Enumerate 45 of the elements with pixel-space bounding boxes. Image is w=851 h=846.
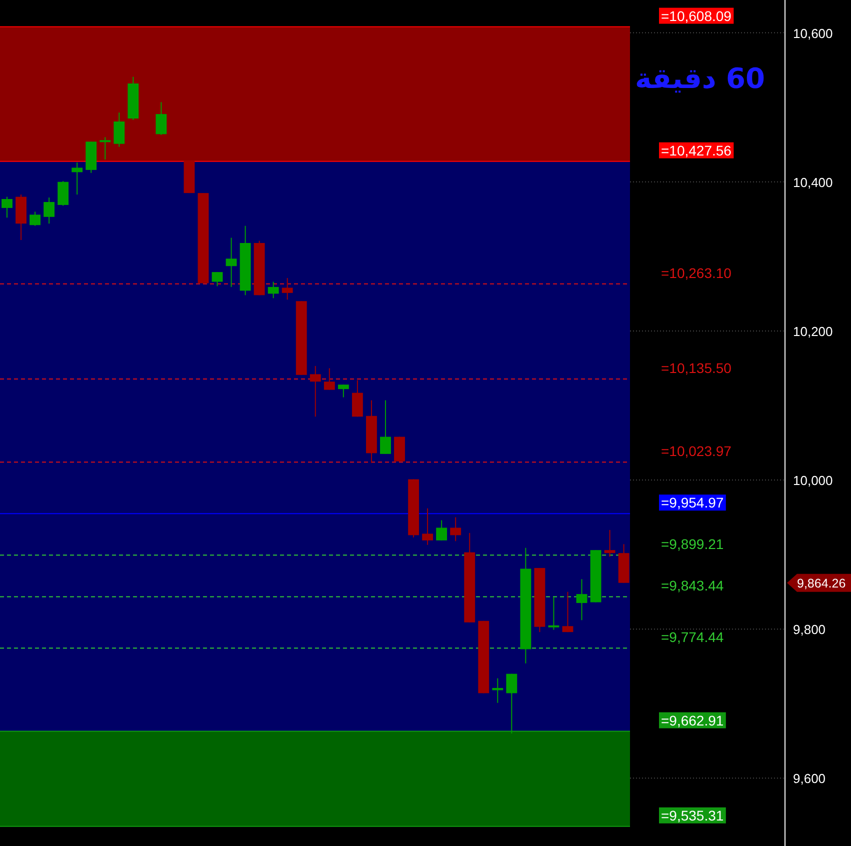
candlestick xyxy=(450,516,462,542)
y-tick-label: 10,600 xyxy=(793,26,833,41)
candlestick xyxy=(436,520,448,541)
text: 60 دقيقة xyxy=(635,62,765,95)
y-tick-label: 9,600 xyxy=(793,771,826,786)
candlestick xyxy=(310,365,321,418)
candlestick xyxy=(268,281,279,299)
ref-line-label: =10,427.56 xyxy=(661,142,732,158)
y-tick-label: 10,000 xyxy=(793,473,833,488)
text: 9,864.26 xyxy=(797,576,846,590)
candlestick xyxy=(212,272,223,287)
ref-line-label: =9,535.31 xyxy=(661,807,724,824)
ref-line-label: =9,954.97 xyxy=(661,494,724,511)
y-tick-label: 10,200 xyxy=(793,324,833,339)
ref-line-label: =10,135.50 xyxy=(661,360,732,376)
candlestick xyxy=(562,591,574,633)
candlestick xyxy=(548,596,560,630)
candlestick xyxy=(226,237,237,288)
ref-line-label: =9,774.44 xyxy=(661,629,724,646)
candlestick xyxy=(44,197,55,224)
candlestick xyxy=(156,102,167,136)
candlestick xyxy=(30,211,41,226)
candlestick xyxy=(380,400,391,454)
candlestick xyxy=(2,196,12,218)
candlestick xyxy=(72,162,83,196)
candlestick xyxy=(324,368,335,390)
candlestick xyxy=(282,278,293,300)
ref-line-label: =10,023.97 xyxy=(661,443,732,460)
ref-line-label: =9,899.21 xyxy=(661,536,724,552)
candlestick xyxy=(422,508,434,546)
ref-line-label: =10,608.09 xyxy=(661,8,732,24)
candlestick xyxy=(338,384,349,398)
ref-line-label: =10,263.10 xyxy=(661,264,732,281)
candlestick xyxy=(604,529,616,558)
candlestick xyxy=(576,578,588,621)
ref-line-label: =9,843.44 xyxy=(661,578,724,594)
candlestick xyxy=(506,673,518,734)
candlestick xyxy=(114,112,125,148)
candlestick xyxy=(492,678,504,704)
ref-line-label: =9,662.91 xyxy=(661,712,724,728)
y-tick-label: 9,800 xyxy=(793,622,826,638)
candlestick xyxy=(352,380,363,418)
candlestick xyxy=(100,136,111,160)
y-tick-label: 10,400 xyxy=(793,174,833,190)
candlestick xyxy=(58,180,69,206)
